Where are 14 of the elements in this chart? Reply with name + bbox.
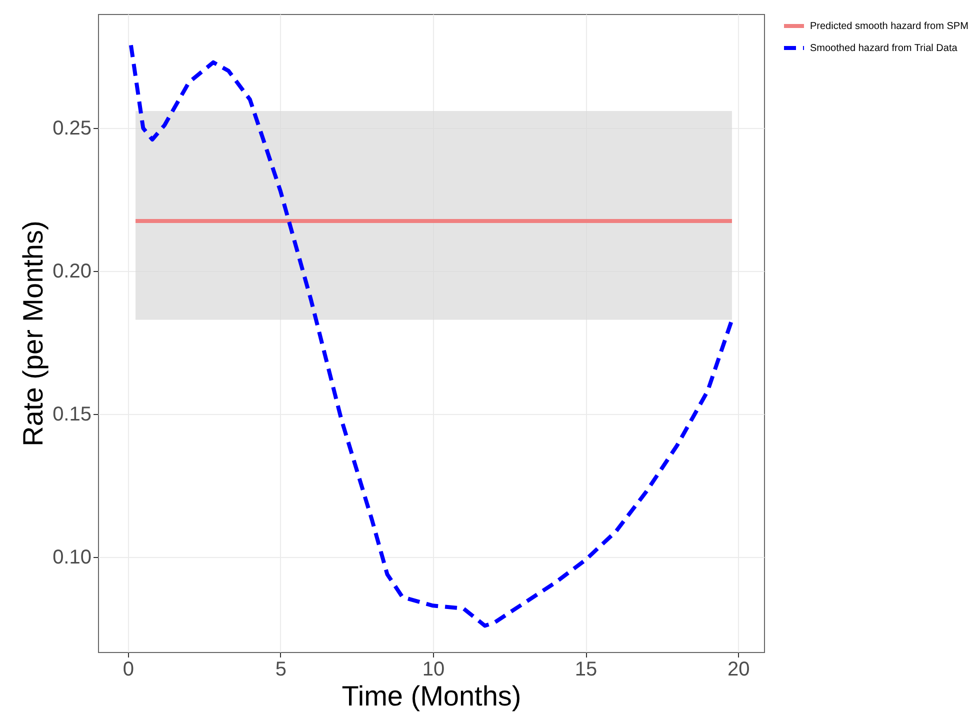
x-tick-label: 10 — [422, 658, 445, 680]
x-tick-label: 15 — [574, 658, 598, 680]
y-tick-label: 0.10 — [52, 546, 92, 569]
x-tick-label: 20 — [727, 658, 750, 680]
legend-label: Predicted smooth hazard from SPM — [810, 21, 968, 32]
y-tick-label: 0.15 — [52, 404, 92, 426]
y-tick-label: 0.25 — [52, 118, 92, 140]
y-tick-label: 0.20 — [52, 260, 92, 283]
y-axis-title: Rate (per Months) — [18, 220, 49, 446]
line-series — [128, 43, 734, 628]
x-tick-label: 0 — [122, 658, 134, 680]
x-axis-title: Time (Months) — [342, 680, 522, 712]
legend-label: Smoothed hazard from Trial Data — [810, 43, 958, 54]
x-tick-label: 5 — [275, 658, 287, 680]
